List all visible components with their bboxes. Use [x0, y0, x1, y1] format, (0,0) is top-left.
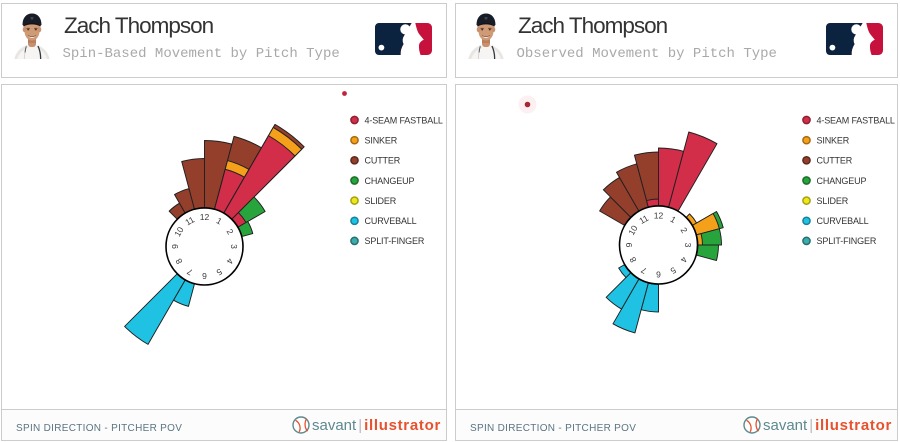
svg-text:4-SEAM FASTBALL: 4-SEAM FASTBALL [817, 115, 895, 125]
svg-text:SLIDER: SLIDER [817, 196, 849, 206]
svg-text:CUTTER: CUTTER [365, 156, 401, 166]
svg-text:CHANGEUP: CHANGEUP [817, 176, 867, 186]
svg-text:12: 12 [654, 211, 664, 221]
svg-text:4: 4 [224, 257, 235, 266]
svg-text:SLIDER: SLIDER [365, 196, 397, 206]
svg-text:CHANGEUP: CHANGEUP [365, 176, 415, 186]
svg-text:CURVEBALL: CURVEBALL [365, 216, 417, 226]
svg-text:SPLIT-FINGER: SPLIT-FINGER [817, 236, 877, 246]
svg-text:CUTTER: CUTTER [817, 156, 853, 166]
svg-text:SPLIT-FINGER: SPLIT-FINGER [365, 236, 425, 246]
svg-text:7: 7 [185, 266, 194, 277]
svg-text:7: 7 [639, 265, 648, 276]
svg-text:5: 5 [668, 265, 677, 276]
svg-text:3: 3 [683, 243, 693, 248]
svg-text:12: 12 [200, 212, 210, 222]
svg-text:CURVEBALL: CURVEBALL [817, 216, 869, 226]
svg-text:1: 1 [215, 215, 224, 226]
svg-text:4-SEAM FASTBALL: 4-SEAM FASTBALL [365, 115, 443, 125]
svg-text:1: 1 [669, 214, 678, 225]
svg-text:SINKER: SINKER [365, 136, 398, 146]
svg-text:4: 4 [678, 255, 689, 264]
svg-text:SINKER: SINKER [817, 136, 850, 146]
svg-text:9: 9 [170, 244, 180, 249]
svg-text:8: 8 [627, 255, 638, 264]
svg-text:10: 10 [626, 223, 640, 236]
svg-text:5: 5 [214, 267, 223, 278]
svg-text:6: 6 [656, 270, 661, 280]
svg-text:2: 2 [679, 226, 690, 235]
svg-text:2: 2 [225, 227, 236, 236]
svg-text:9: 9 [624, 242, 634, 247]
svg-text:10: 10 [172, 225, 186, 238]
svg-text:8: 8 [173, 256, 184, 265]
svg-text:6: 6 [202, 271, 207, 281]
svg-text:3: 3 [229, 244, 239, 249]
